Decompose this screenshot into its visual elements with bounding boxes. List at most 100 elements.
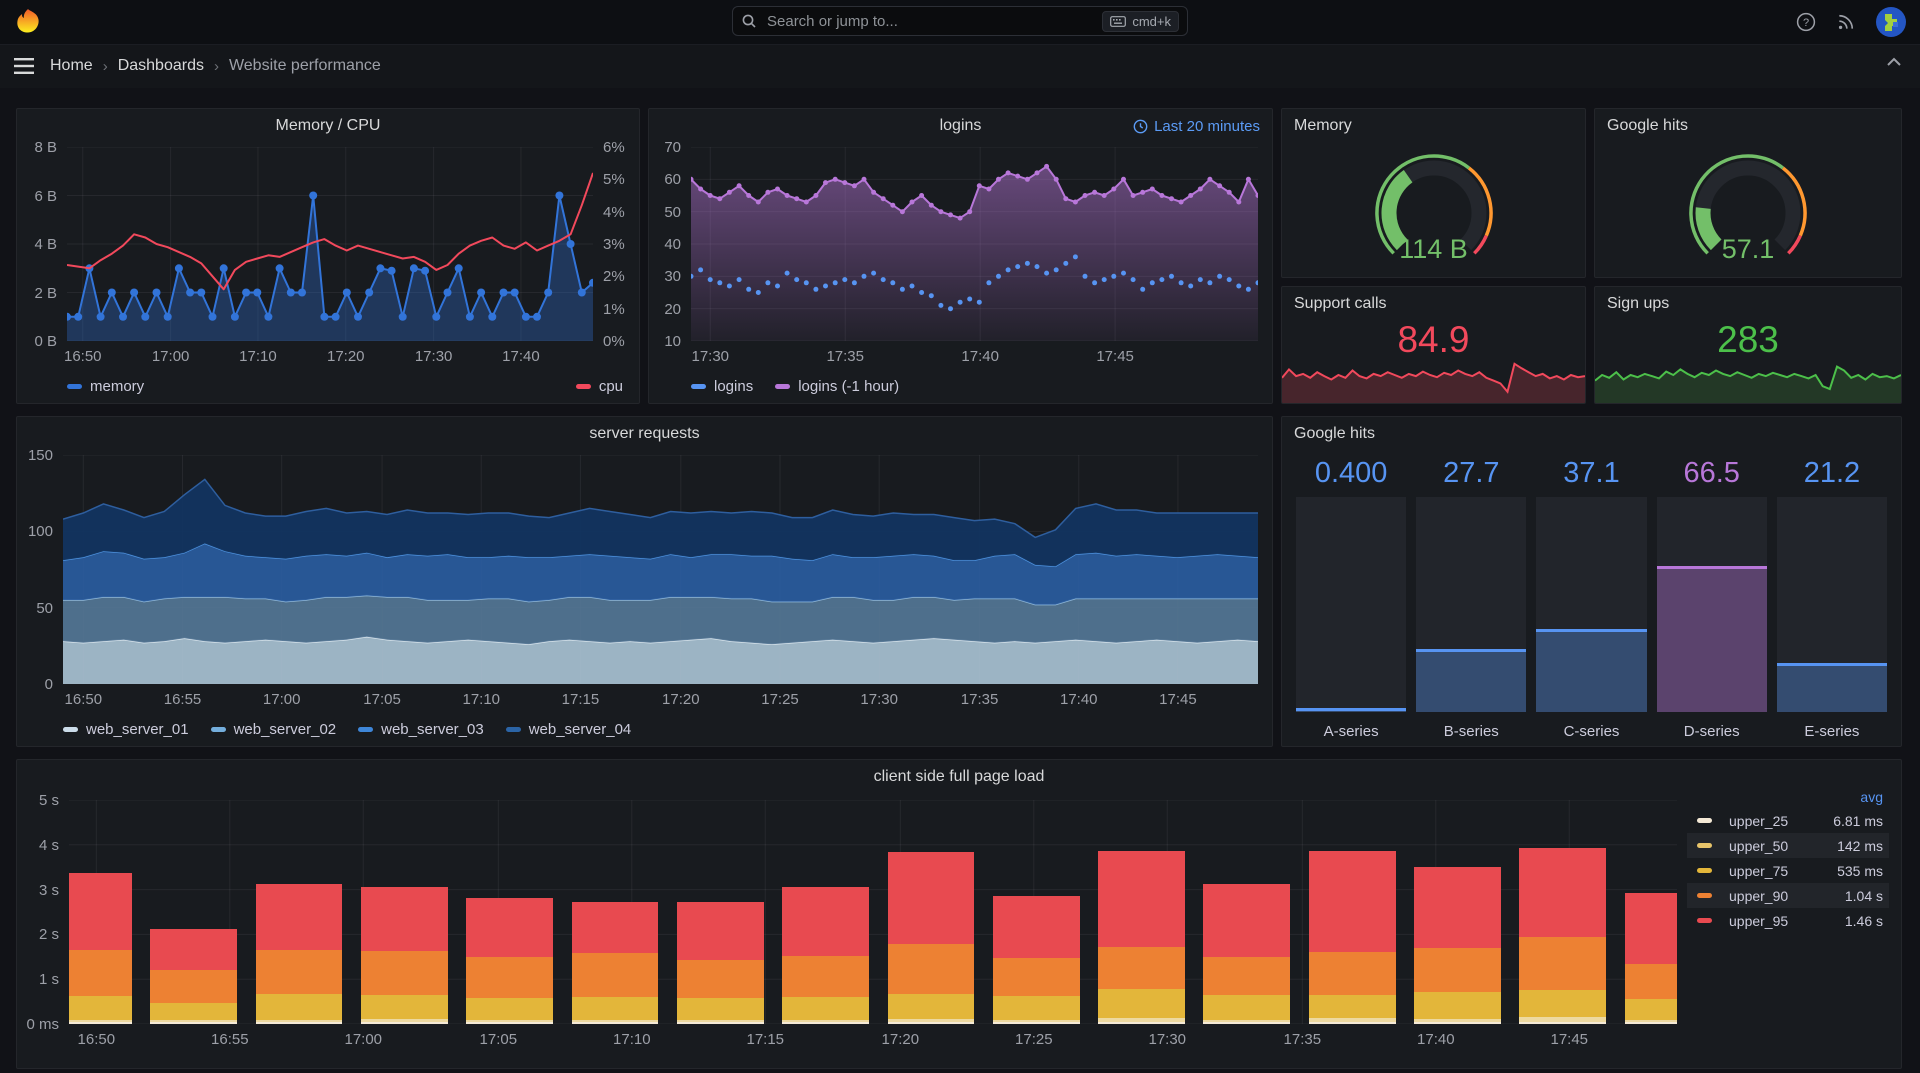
axis-tick-label: 17:10	[239, 348, 277, 365]
keyboard-icon	[1110, 15, 1127, 27]
legend-avg-value: 535 ms	[1837, 862, 1883, 879]
axis-tick-label: 60	[664, 171, 681, 189]
axis-tick-label: 4 B	[34, 236, 57, 253]
legend-row-upper_90[interactable]: upper_90 1.04 s	[1687, 883, 1889, 908]
panel-title[interactable]: server requests	[589, 425, 700, 442]
axis-tick-label: 17:45	[1096, 348, 1134, 365]
bar-gauge-label: C-series	[1563, 723, 1620, 740]
news-rss-icon[interactable]	[1836, 12, 1856, 32]
bar-gauge-track	[1536, 497, 1647, 712]
panel-google-hits-bars: Google hits 0.400 A-series 27.7 B-series 37.…	[1281, 416, 1902, 747]
panel-title[interactable]: Memory / CPU	[275, 117, 381, 134]
panel-title[interactable]: Google hits	[1607, 117, 1688, 134]
panel-sign-ups: Sign ups 283	[1594, 286, 1902, 404]
chevron-up-icon[interactable]	[1886, 56, 1902, 68]
search-field[interactable]	[765, 11, 1103, 31]
axis-tick-label: 17:10	[613, 1031, 651, 1048]
help-icon[interactable]: ?	[1796, 12, 1816, 32]
axis-tick-label: 5%	[603, 171, 625, 189]
panel-title[interactable]: Support calls	[1294, 295, 1387, 312]
panel-title[interactable]: Sign ups	[1607, 295, 1670, 312]
legend-label: upper_95	[1729, 912, 1789, 929]
axis-tick-label: 17:45	[1550, 1031, 1589, 1048]
google-hits-gauge: 57.1	[1653, 139, 1843, 271]
axis-tick-label: 17:25	[1015, 1031, 1053, 1048]
series-swatch	[1697, 868, 1712, 873]
legend-row-upper_95[interactable]: upper_95 1.46 s	[1687, 908, 1889, 933]
time-range-link[interactable]: Last 20 minutes	[1133, 118, 1260, 135]
bar-gauge-label: E-series	[1804, 723, 1860, 740]
breadcrumb-dashboards[interactable]: Dashboards	[117, 57, 204, 74]
axis-tick-label: 17:05	[363, 691, 401, 708]
dashboard-grid: Memory / CPU memory cpu 8 B 6 B 4 B 2 B 0 B 6…	[0, 88, 1920, 1073]
stacked-area-chart	[63, 455, 1258, 684]
legend-avg-value: 6.81 ms	[1833, 812, 1883, 829]
breadcrumb-current-dashboard: Website performance	[228, 57, 381, 74]
bar-gauge-value: 21.2	[1803, 457, 1861, 489]
bar-gauge-fill	[1536, 629, 1647, 712]
series-swatch	[1697, 918, 1712, 923]
legend-label: memory	[90, 378, 145, 395]
panel-title[interactable]: Memory	[1294, 117, 1352, 134]
axis-tick-label: 50	[36, 599, 53, 617]
breadcrumb: Home › Dashboards › Website performance	[50, 57, 381, 75]
legend-item-logins[interactable]: logins	[691, 378, 753, 395]
search-input[interactable]: cmd+k	[732, 6, 1188, 36]
legend-label: web_server_03	[381, 721, 484, 738]
legend-label: cpu	[598, 378, 623, 395]
legend-row-upper_25[interactable]: upper_25 6.81 ms	[1687, 808, 1889, 833]
axis-tick-label: 17:15	[746, 1031, 785, 1048]
legend-item-web_server_02[interactable]: web_server_02	[210, 721, 337, 738]
legend-item-logins-1-hour[interactable]: logins (-1 hour)	[775, 378, 899, 395]
gauge-value: 114 B	[1399, 234, 1468, 264]
stacked-bar	[992, 895, 1080, 1024]
axis-tick-label: 30	[664, 268, 681, 286]
axis-tick-label: 17:25	[761, 691, 799, 708]
bar-gauge-column: 27.7 B-series	[1416, 457, 1527, 740]
stacked-bar	[1308, 851, 1396, 1024]
timeseries-chart	[67, 147, 593, 341]
legend-item-web_server_03[interactable]: web_server_03	[358, 721, 484, 738]
axis-tick-label: 17:40	[961, 348, 999, 365]
panel-title[interactable]: logins	[939, 117, 982, 134]
legend-avg-value: 1.04 s	[1844, 887, 1883, 904]
grafana-logo-icon[interactable]	[14, 8, 42, 36]
axis-tick-label: 16:50	[63, 348, 102, 365]
axis-tick-label: 17:35	[826, 348, 864, 365]
legend-row-upper_50[interactable]: upper_50 142 ms	[1687, 833, 1889, 858]
legend-label: web_server_02	[233, 721, 337, 738]
legend-label: upper_75	[1729, 862, 1789, 879]
stacked-bar	[360, 886, 448, 1024]
sub-nav-bar: Home › Dashboards › Website performance	[0, 44, 1920, 88]
breadcrumb-home[interactable]: Home	[50, 57, 93, 74]
legend-item-web_server_04[interactable]: web_server_04	[505, 721, 631, 738]
legend-item-web_server_01[interactable]: web_server_01	[63, 721, 189, 738]
series-swatch	[1697, 843, 1712, 848]
series-swatch	[67, 384, 82, 389]
bar-gauge-track	[1656, 497, 1767, 712]
legend-item-memory[interactable]: memory	[67, 378, 144, 395]
axis-tick-label: 8 B	[34, 139, 57, 156]
panel-title[interactable]: client side full page load	[873, 768, 1045, 785]
legend-item-cpu[interactable]: cpu	[575, 378, 623, 395]
bar-gauge-value: 27.7	[1443, 457, 1500, 489]
axis-tick-label: 0 B	[34, 333, 57, 350]
panel-title[interactable]: Google hits	[1294, 425, 1375, 442]
legend-row-upper_75[interactable]: upper_75 535 ms	[1687, 858, 1889, 883]
axis-tick-label: 17:20	[662, 691, 700, 708]
panel-logins: logins Last 20 minutes logins logins (-1…	[648, 108, 1273, 404]
support-calls-sparkline	[1282, 347, 1585, 403]
bar-gauge-label: D-series	[1683, 723, 1740, 740]
axis-tick-label: 3 s	[38, 881, 59, 899]
chevron-right-icon: ›	[102, 57, 108, 75]
legend-header-avg: avg	[1860, 789, 1883, 805]
avatar[interactable]	[1876, 7, 1906, 37]
stacked-bar	[1414, 866, 1501, 1024]
axis-tick-label: 3%	[603, 236, 625, 253]
axis-tick-label: 6%	[603, 139, 625, 156]
search-icon	[741, 13, 757, 29]
series-swatch	[358, 727, 374, 732]
bar-gauge-value: 66.5	[1683, 457, 1740, 489]
menu-toggle-icon[interactable]	[14, 58, 34, 74]
